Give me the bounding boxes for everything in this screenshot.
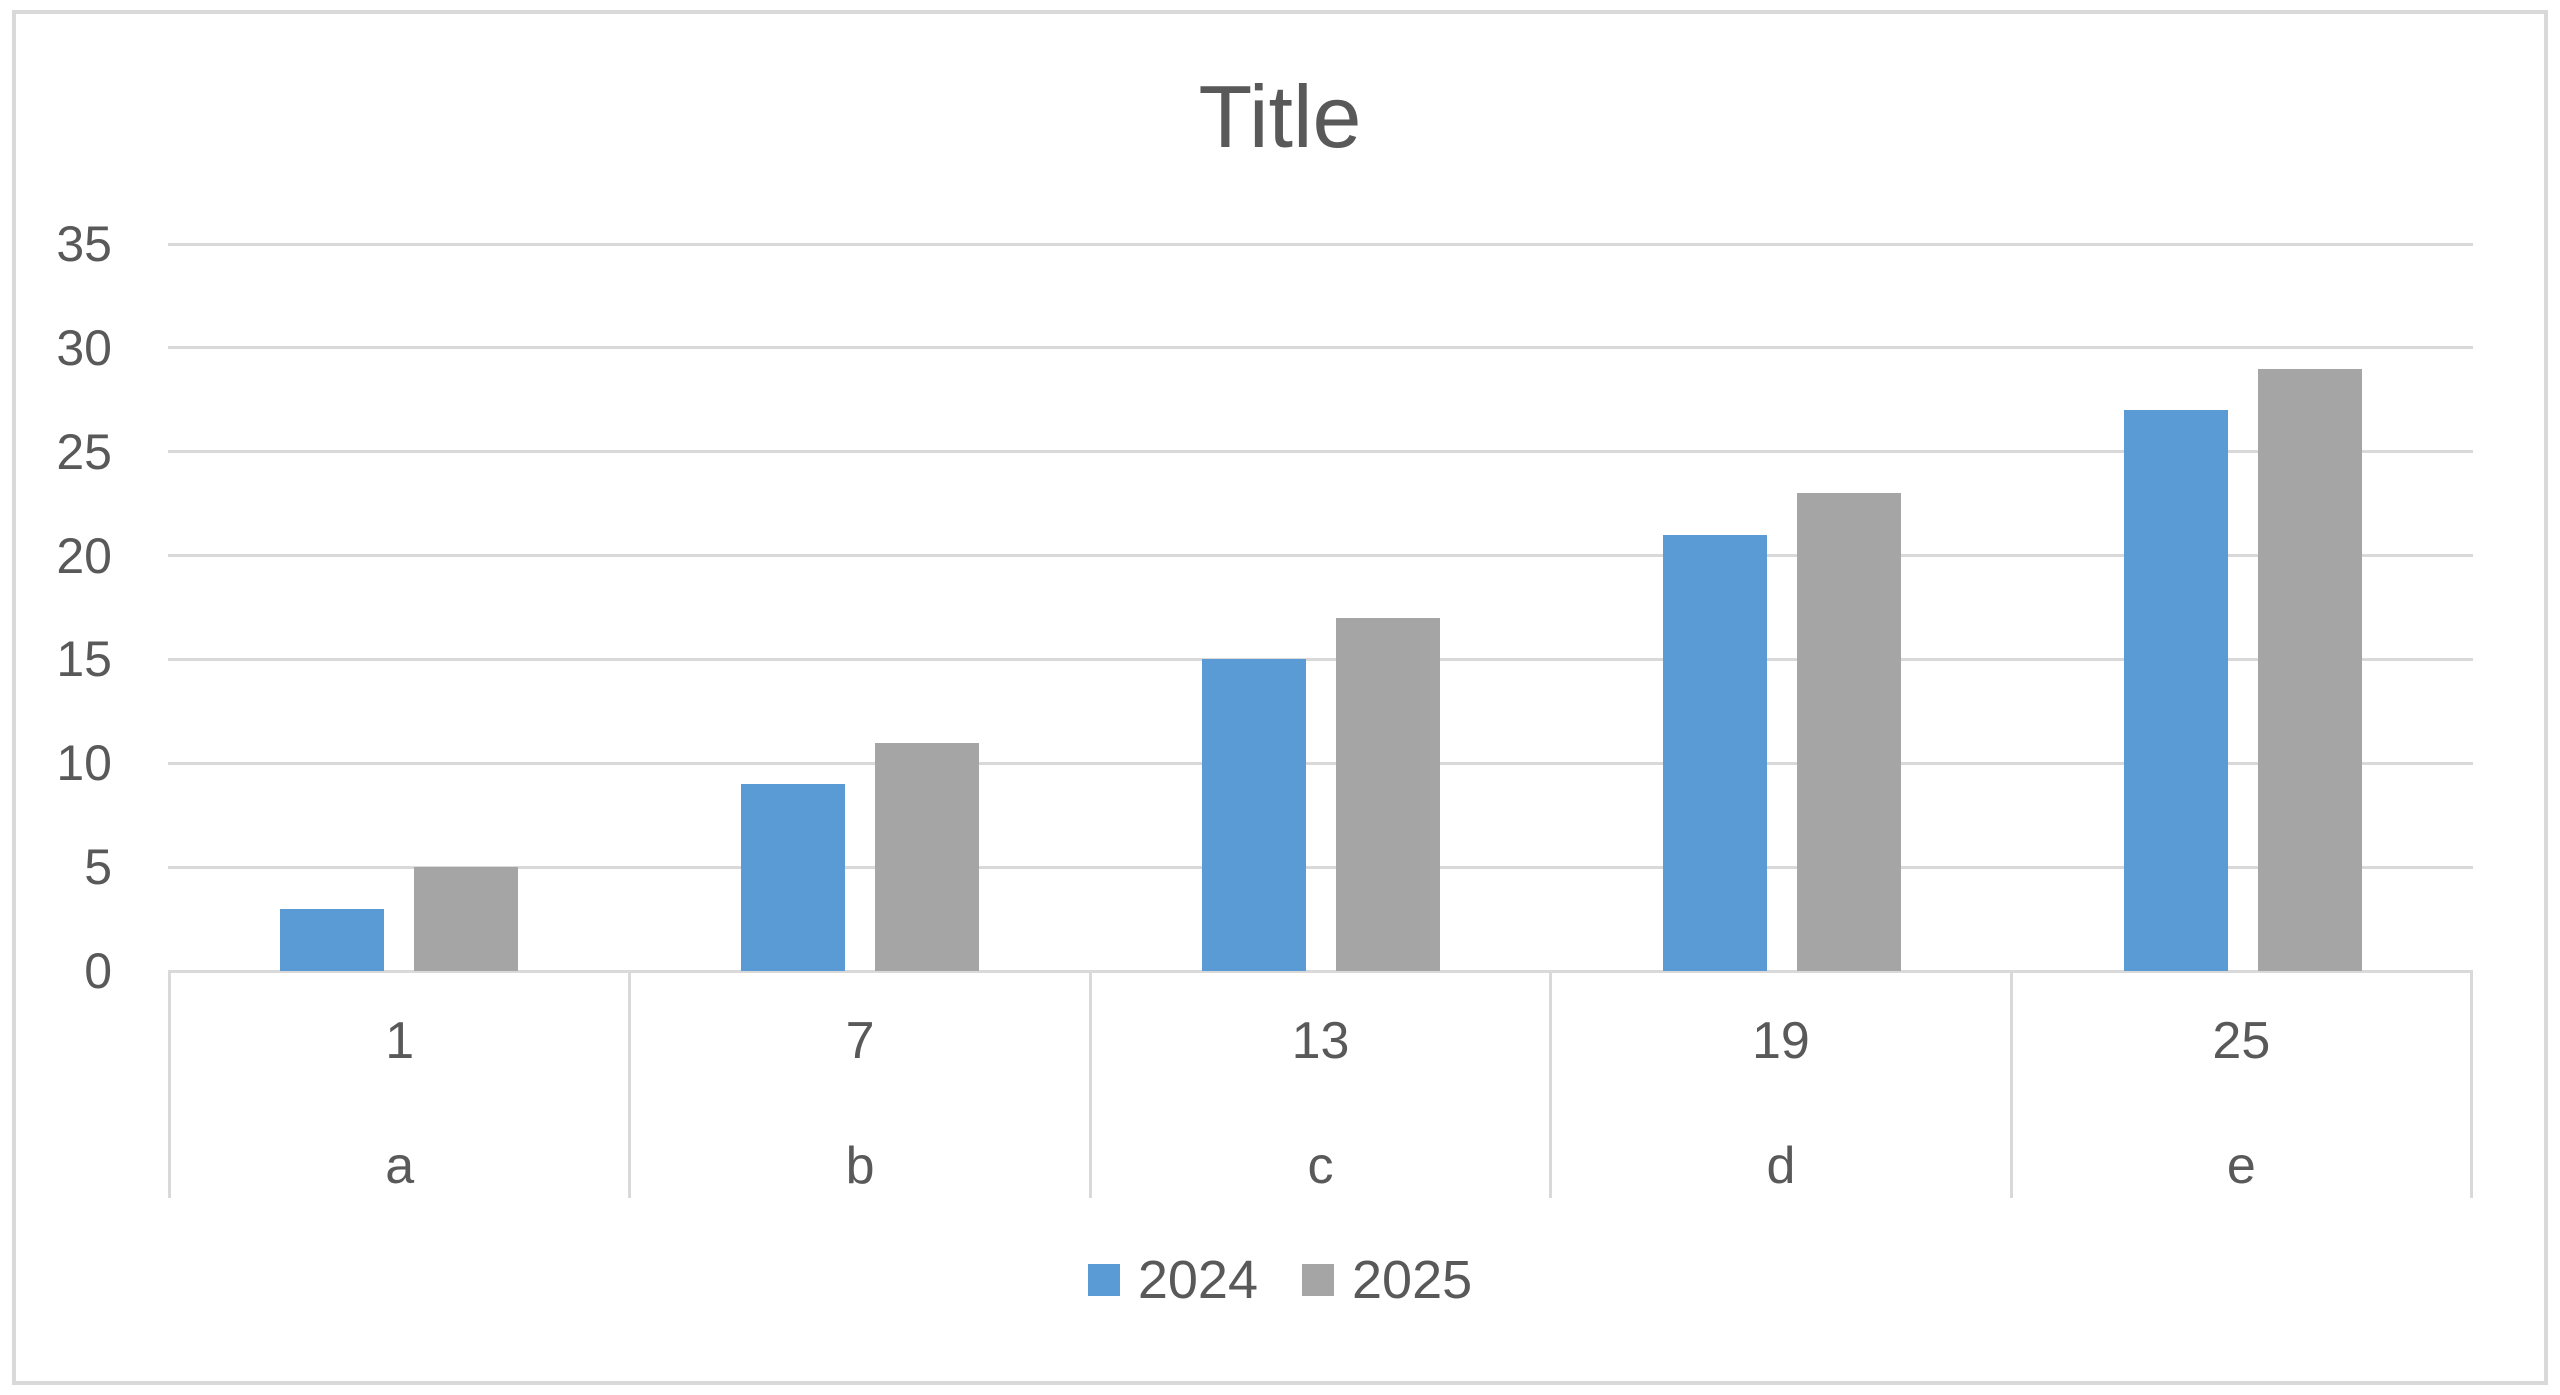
bar-2025-d <box>1796 493 1901 971</box>
bar-group-b <box>629 244 1090 971</box>
gridline-5 <box>168 865 2473 869</box>
bar-group-a <box>168 244 629 971</box>
bar-2024-c <box>1201 659 1306 971</box>
y-tick-label-35: 35 <box>56 216 112 272</box>
bar-2025-e <box>2257 368 2362 971</box>
gridline-10 <box>168 761 2473 765</box>
x-label-number-7: 7 <box>845 1012 875 1070</box>
x-label-letter-b: b <box>845 1137 875 1195</box>
gridline-35 <box>168 242 2473 246</box>
x-label-number-13: 13 <box>1291 1012 1350 1070</box>
x-label-number-1: 1 <box>385 1012 415 1070</box>
x-cell-d: 19 d <box>1549 971 2009 1198</box>
bar-group-d <box>1551 244 2012 971</box>
gridline-30 <box>168 346 2473 350</box>
legend-swatch-2024 <box>1087 1264 1120 1296</box>
y-tick-label-30: 30 <box>56 319 112 376</box>
x-label-letter-d: d <box>1766 1137 1796 1195</box>
gridline-0 <box>168 969 2473 973</box>
legend: 2024 2025 <box>0 1248 2560 1312</box>
bar-group-c <box>1090 244 1551 971</box>
y-tick-label-0: 0 <box>84 943 112 999</box>
x-label-number-25: 25 <box>2212 1012 2271 1070</box>
x-label-letter-c: c <box>1307 1137 1334 1195</box>
legend-label-2025: 2025 <box>1352 1250 1473 1310</box>
plot-area <box>168 242 2473 973</box>
x-label-letter-e: e <box>2226 1137 2256 1195</box>
y-tick-label-20: 20 <box>56 527 112 584</box>
x-label-number-19: 19 <box>1752 1012 1810 1070</box>
legend-swatch-2025 <box>1302 1264 1334 1296</box>
x-label-letter-a: a <box>385 1137 415 1195</box>
x-cell-c: 13 c <box>1088 971 1549 1198</box>
y-tick-label-25: 25 <box>56 423 112 480</box>
chart-title: Title <box>1198 67 1362 166</box>
legend-label-2024: 2024 <box>1137 1250 1258 1310</box>
bar-2025-c <box>1335 617 1440 971</box>
gridline-20 <box>168 554 2473 558</box>
bar-2025-a <box>413 867 518 971</box>
bar-2024-e <box>2123 410 2228 971</box>
x-axis: 1 a 7 b 13 c 19 d 25 e <box>168 971 2473 1198</box>
y-tick-label-10: 10 <box>56 735 112 792</box>
bar-group-e <box>2012 244 2473 971</box>
bar-2024-d <box>1662 534 1767 971</box>
y-tick-label-5: 5 <box>84 839 112 896</box>
legend-item-2025: 2025 <box>1302 1248 1472 1312</box>
bar-2024-b <box>740 784 845 971</box>
legend-item-2024: 2024 <box>1087 1248 1258 1312</box>
gridline-15 <box>168 657 2473 661</box>
bar-groups <box>168 244 2473 971</box>
y-tick-label-15: 15 <box>56 631 112 688</box>
x-cell-e: 25 e <box>2009 971 2470 1198</box>
gridline-25 <box>168 450 2473 454</box>
bar-2025-b <box>874 742 979 971</box>
bar-2024-a <box>279 908 384 971</box>
